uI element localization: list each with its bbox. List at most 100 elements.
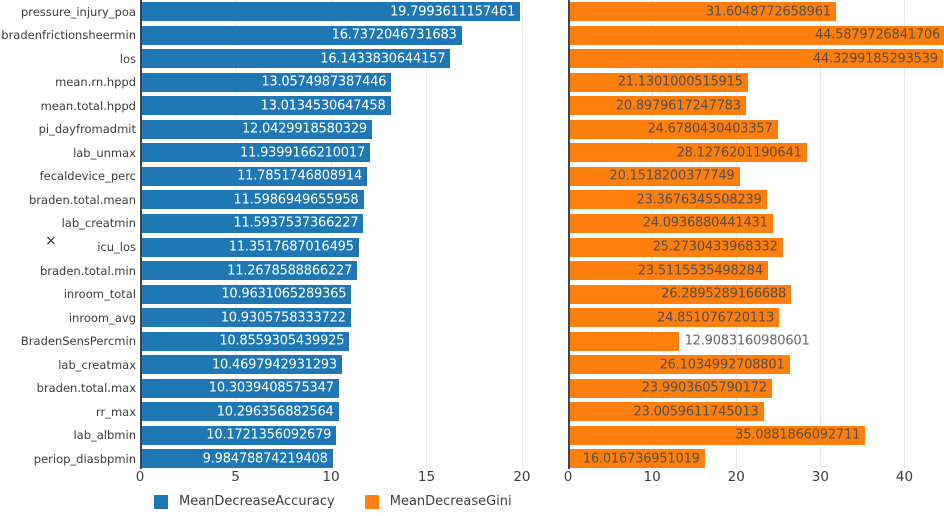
category-label: BradenSensPercmin	[20, 334, 136, 349]
bar-value-label: 20.1518200377749	[609, 168, 735, 184]
bar: 20.1518200377749	[570, 166, 740, 186]
bar: 24.6780430403357	[570, 119, 778, 139]
bar-value-label: 26.1034992708801	[659, 357, 785, 373]
gridline	[235, 0, 237, 469]
bar: 19.7993611157461	[142, 2, 521, 21]
legend: MeanDecreaseAccuracy MeanDecreaseGini	[154, 494, 512, 509]
bar-value-label: 24.851076720113	[657, 310, 775, 326]
bar: 21.1301000515915	[570, 72, 748, 92]
legend-label-accuracy: MeanDecreaseAccuracy	[179, 494, 335, 509]
bar: 24.0936880441431	[570, 213, 773, 233]
bar: 16.016736951019	[570, 449, 705, 469]
category-label: lab_albmin	[73, 428, 136, 443]
bar: 26.1034992708801	[570, 355, 790, 375]
bar-value-label: 11.9399166210017	[240, 145, 366, 161]
category-label: lab_creatmin	[61, 216, 136, 231]
legend-label-gini: MeanDecreaseGini	[389, 494, 512, 509]
bar-value-label: 31.6048772658961	[705, 4, 831, 19]
x-tick-label: 10	[322, 469, 340, 485]
bar-value-label: 12.0429918580329	[241, 121, 367, 137]
bar-value-label: 19.7993611157461	[390, 4, 516, 19]
bar: 10.3039408575347	[142, 378, 339, 398]
bar-value-label: 23.9903605790172	[641, 380, 767, 396]
bar-value-label: 11.2678588866227	[227, 263, 353, 279]
legend-swatch-accuracy	[154, 494, 168, 509]
category-label: inroom_avg	[68, 310, 136, 325]
bar-value-label: 28.1276201190641	[676, 145, 802, 161]
bar-value-label: 13.0574987387446	[261, 74, 387, 90]
bar: 23.5115535498284	[570, 261, 768, 281]
category-label: pi_dayfromadmit	[38, 122, 136, 137]
bar-value-label: 23.5115535498284	[637, 263, 763, 279]
category-label: pressure_injury_poa	[20, 4, 136, 19]
legend-swatch-gini	[364, 494, 379, 509]
bar: 10.4697942931293	[142, 355, 342, 375]
bar: 10.9631065289365	[142, 284, 352, 304]
x-tick-label: 10	[643, 469, 661, 485]
bar: 23.9903605790172	[570, 378, 772, 398]
bar-value-label: 10.296356882564	[216, 404, 334, 420]
y-axis-line	[568, 0, 570, 469]
bar-value-label: 13.0134530647458	[260, 98, 386, 114]
category-label: lab_unmax	[73, 145, 136, 160]
bar: 12.0429918580329	[142, 119, 372, 139]
bar: 11.2678588866227	[142, 261, 358, 281]
bar: 10.9305758333722	[142, 308, 351, 328]
bar: 13.0574987387446	[142, 72, 392, 92]
bar-value-label: 23.0059611745013	[633, 404, 759, 420]
category-label: braden.total.min	[39, 263, 136, 278]
bar-value-label: 16.7372046731683	[331, 27, 457, 43]
bar: 20.8979617247783	[570, 96, 746, 116]
category-label: braden.total.max	[36, 381, 136, 396]
bar: 11.5986949655958	[142, 190, 364, 210]
gridline	[736, 0, 738, 469]
gridline	[426, 0, 428, 469]
bar-value-label: 11.3517687016495	[228, 239, 354, 255]
mean-decrease-gini-plot: 31.6048772658961 44.5879726841706 44.32991…	[568, 0, 944, 469]
category-label: periop_diasbpmin	[33, 451, 136, 466]
bar: 11.7851746808914	[142, 166, 368, 186]
y-axis-title: ×	[45, 233, 57, 249]
bar: 23.0059611745013	[570, 402, 764, 422]
bar-value-label: 23.3676345508239	[636, 192, 762, 208]
bar-value-label: 16.016736951019	[582, 451, 700, 467]
bar: 10.8559305439925	[142, 331, 350, 351]
bar-value-label: 10.9305758333722	[220, 310, 346, 326]
legend-item-accuracy[interactable]: MeanDecreaseAccuracy	[154, 494, 335, 509]
y-axis-line	[140, 0, 142, 469]
category-label: mean.total.hppd	[40, 98, 136, 113]
bar-value-label: 24.6780430403357	[647, 121, 773, 137]
bar: 28.1276201190641	[570, 143, 807, 163]
bar-value-label: 35.0881866092711	[735, 427, 861, 443]
bar-value-label: 24.0936880441431	[642, 215, 768, 231]
bar: 11.3517687016495	[142, 237, 359, 257]
category-label: bradenfrictionsheermin	[1, 28, 136, 43]
legend-item-gini[interactable]: MeanDecreaseGini	[364, 494, 512, 509]
x-tick-label: 40	[895, 469, 914, 485]
bar: 10.296356882564	[142, 402, 339, 422]
bar: 44.3299185293539	[570, 49, 943, 69]
gridline	[820, 0, 822, 469]
bar: 16.7372046731683	[142, 25, 462, 45]
bar-value-label: 11.7851746808914	[237, 168, 363, 184]
x-tick-label: 0	[563, 469, 573, 485]
bar-value-label: 16.1433830644157	[320, 51, 446, 67]
bar: 9.98478874219408	[142, 449, 333, 469]
bar: 12.9083160980601	[570, 331, 810, 351]
bar: 35.0881866092711	[570, 425, 866, 445]
category-label: rr_max	[95, 404, 136, 419]
x-tick-label: 0	[135, 469, 145, 485]
bar-value-label: 44.5879726841706	[815, 27, 941, 43]
bar-value-label: 10.3039408575347	[208, 380, 334, 396]
category-label: braden.total.mean	[29, 192, 136, 207]
category-label: lab_creatmax	[58, 357, 136, 372]
bar-value-label: 10.8559305439925	[219, 333, 345, 349]
x-tick-label: 20	[513, 469, 531, 485]
bar-value-label: 25.2730433968332	[652, 239, 778, 255]
bar: 13.0134530647458	[142, 96, 391, 116]
bar: 25.2730433968332	[570, 237, 783, 257]
bar-value-label: 21.1301000515915	[617, 74, 743, 90]
gridline	[521, 0, 523, 469]
gridline	[652, 0, 654, 469]
bar: 23.3676345508239	[570, 190, 767, 210]
